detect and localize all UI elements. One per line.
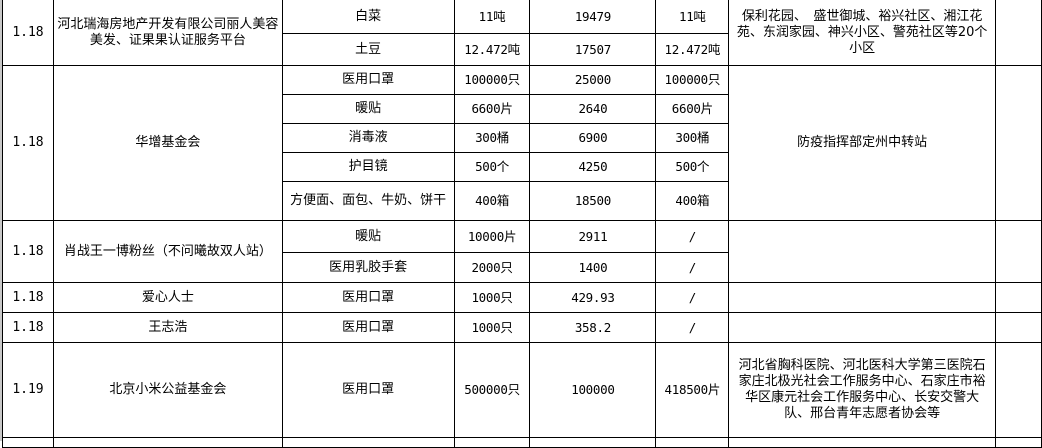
table-row: 医用乳胶手套 2000只 1400/: [3, 252, 1042, 283]
recipient-cell: [728, 312, 996, 343]
recipient-cell: 河北省胸科医院、河北医科大学第三医院石家庄北极光社会工作服务中心、石家庄市裕华区…: [728, 342, 996, 438]
received-cell: 12.472吨: [655, 33, 730, 66]
date-cell: 1.18: [2, 65, 54, 221]
received-cell: /: [655, 252, 730, 283]
table-row: 护目镜 500个 4250 500个: [3, 152, 1042, 182]
date-cell: 1.19: [2, 342, 54, 438]
table-row: 1.18 河北瑞海房地产开发有限公司丽人美容美发、证果果认证服务平台 白菜 11吨 19…: [2, 0, 1042, 66]
quantity-cell: 300桶: [453, 123, 531, 153]
value-cell: 25000: [529, 65, 657, 95]
item-name-cell: 医用口罩: [281, 312, 455, 343]
note-cell: [995, 65, 1042, 221]
item-name-cell: 医用口罩: [281, 282, 455, 313]
value-cell: 6900: [529, 123, 657, 153]
item-name-cell: 医用乳胶手套: [281, 252, 455, 283]
value-cell: 2640: [529, 94, 657, 124]
item-name-cell: 消毒液: [281, 123, 455, 153]
table-row: 1.18 华增基金会 医用口罩 100000只 25000 100000只 防疫指挥部定州中…: [2, 65, 1042, 221]
donor-cell: 王志浩: [52, 312, 283, 343]
item-name-cell: 白菜: [281, 0, 455, 34]
table-row: 1.18 王志浩 医用口罩 1000只 358.2/: [2, 312, 1042, 343]
empty-cell: [728, 437, 996, 448]
quantity-cell: 400箱: [453, 181, 531, 221]
received-cell: 6600片: [655, 94, 730, 124]
quantity-cell: 1000只: [453, 312, 531, 343]
donor-cell: 爱心人士: [52, 282, 283, 313]
table-row: [2, 437, 1042, 448]
value-cell: 17507: [529, 33, 657, 66]
quantity-cell: 12.472吨: [453, 33, 531, 66]
empty-cell: [529, 437, 657, 448]
donor-cell: 华增基金会: [52, 65, 283, 221]
received-cell: 300桶: [655, 123, 730, 153]
received-cell: 100000只: [655, 65, 730, 95]
received-cell: /: [655, 220, 730, 253]
table-row: 1.19 北京小米公益基金会 医用口罩 500000只 100000 418500片 河北省…: [2, 342, 1042, 438]
donor-cell: 肖战王一博粉丝（不问曦故双人站）: [52, 220, 283, 283]
received-cell: /: [655, 312, 730, 343]
row-header-gutter: [0, 0, 2, 441]
empty-cell: [281, 437, 455, 448]
received-cell: 500个: [655, 152, 730, 182]
quantity-cell: 2000只: [453, 252, 531, 283]
date-cell: 1.18: [2, 220, 54, 283]
table-row: 消毒液 300桶 6900 300桶: [3, 123, 1042, 153]
value-cell: 358.2: [529, 312, 657, 343]
date-cell: 1.18: [2, 312, 54, 343]
recipient-cell: [728, 220, 996, 283]
received-cell: 418500片: [655, 342, 730, 438]
quantity-cell: 1000只: [453, 282, 531, 313]
item-name-cell: 暖贴: [281, 220, 455, 253]
note-cell: [995, 312, 1042, 343]
received-cell: /: [655, 282, 730, 313]
donor-cell: 河北瑞海房地产开发有限公司丽人美容美发、证果果认证服务平台: [52, 0, 283, 66]
quantity-cell: 10000片: [453, 220, 531, 253]
value-cell: 1400: [529, 252, 657, 283]
item-name-cell: 暖贴: [281, 94, 455, 124]
value-cell: 18500: [529, 181, 657, 221]
recipient-cell: [728, 282, 996, 313]
quantity-cell: 500个: [453, 152, 531, 182]
empty-cell: [52, 437, 283, 448]
quantity-cell: 100000只: [453, 65, 531, 95]
empty-cell: [655, 437, 730, 448]
received-cell: 11吨: [655, 0, 730, 34]
value-cell: 429.93: [529, 282, 657, 313]
received-cell: 400箱: [655, 181, 730, 221]
table-row: 暖贴 6600片 2640 6600片: [3, 94, 1042, 124]
recipient-cell: 防疫指挥部定州中转站: [728, 65, 996, 221]
item-name-cell: 土豆: [281, 33, 455, 66]
item-name-cell: 护目镜: [281, 152, 455, 182]
note-cell: [995, 0, 1042, 66]
quantity-cell: 6600片: [453, 94, 531, 124]
date-cell: 1.18: [2, 0, 54, 66]
item-name-cell: 医用口罩: [281, 342, 455, 438]
note-cell: [995, 282, 1042, 313]
item-name-cell: 方便面、面包、牛奶、饼干: [281, 181, 455, 221]
empty-cell: [453, 437, 531, 448]
empty-cell: [995, 437, 1042, 448]
donor-cell: 北京小米公益基金会: [52, 342, 283, 438]
empty-cell: [2, 437, 54, 448]
item-name-cell: 医用口罩: [281, 65, 455, 95]
recipient-cell: 保利花园、 盛世御城、裕兴社区、湘江花苑、东润家园、神兴小区、警苑社区等20个小…: [728, 0, 996, 66]
note-cell: [995, 342, 1042, 438]
table-row: 1.18 爱心人士 医用口罩 1000只 429.93/: [2, 282, 1042, 313]
value-cell: 19479: [529, 0, 657, 34]
note-cell: [995, 220, 1042, 283]
quantity-cell: 500000只: [453, 342, 531, 438]
value-cell: 100000: [529, 342, 657, 438]
table-row: 土豆 12.472吨 17507 12.472吨: [3, 33, 1042, 66]
value-cell: 2911: [529, 220, 657, 253]
table-row: 1.18 肖战王一博粉丝（不问曦故双人站） 暖贴 10000片 2911/: [2, 220, 1042, 283]
value-cell: 4250: [529, 152, 657, 182]
quantity-cell: 11吨: [453, 0, 531, 34]
date-cell: 1.18: [2, 282, 54, 313]
